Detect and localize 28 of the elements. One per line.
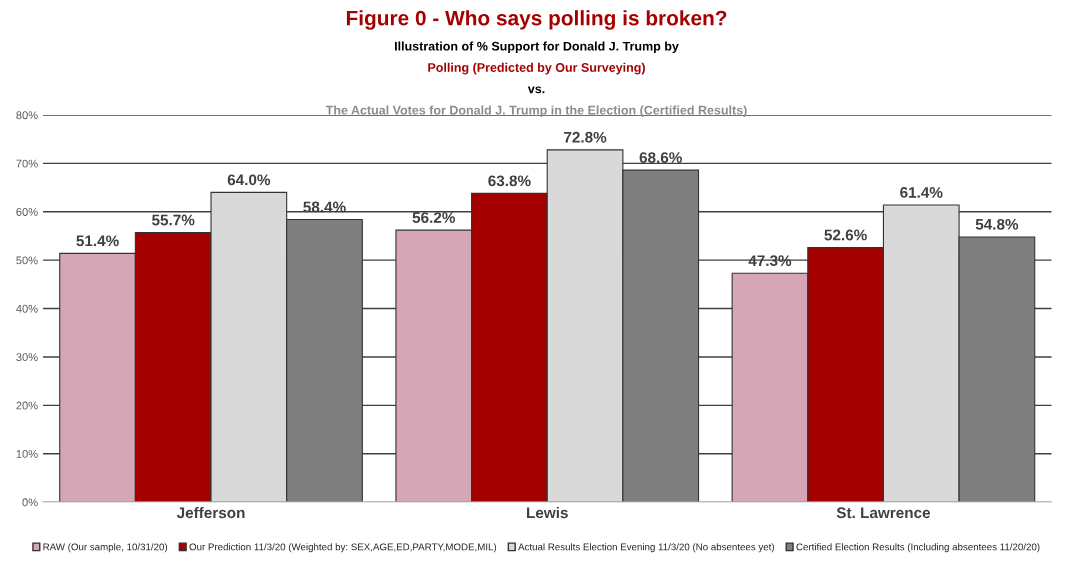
data-label: 68.6% — [639, 152, 682, 163]
x-tick-label: St. Lawrence — [836, 507, 931, 519]
y-tick-label: 30% — [16, 353, 38, 362]
chart-title: Figure 0 - Who says polling is broken? — [346, 10, 727, 30]
data-label: 52.6% — [824, 229, 867, 241]
data-label: 61.4% — [900, 187, 943, 198]
y-tick-label: 20% — [16, 401, 38, 410]
data-label: 63.8% — [488, 175, 531, 187]
data-label: 51.4% — [76, 235, 119, 247]
data-label: 55.7% — [152, 214, 195, 226]
y-tick-label: 50% — [16, 256, 38, 265]
data-label: 54.8% — [975, 218, 1019, 230]
y-tick-label: 40% — [16, 304, 38, 313]
legend-label: RAW (Our sample, 10/31/20) — [43, 543, 168, 553]
y-tick-label: 70% — [16, 159, 38, 168]
x-tick-label: Jefferson — [176, 506, 245, 519]
y-tick-label: 80% — [16, 111, 38, 120]
legend-label: Actual Results Election Evening 11/3/20 (No absentees yet) — [518, 543, 774, 553]
data-label: 64.0% — [227, 174, 271, 186]
chart-subtitle: Illustration of % Support for Donald J. Trump by Polling (Predicted by Our Surveying) vs. The Actual Votes for Donald J. Trump in the Election (Certified Results) — [325, 41, 747, 118]
y-tick-label: 60% — [16, 208, 38, 216]
data-label: 56.2% — [412, 212, 456, 223]
y-tick-label: 10% — [16, 449, 38, 458]
legend-label: Our Prediction 11/3/20 (Weighted by: SEX,AGE,ED,PARTY,MODE,MIL) — [189, 543, 497, 553]
legend-label: Certified Election Results (Including absentees 11/20/20) — [796, 543, 1040, 553]
data-label: 72.8% — [564, 131, 607, 143]
y-tick-label: 0% — [22, 498, 38, 507]
x-tick-label: Lewis — [527, 506, 568, 519]
